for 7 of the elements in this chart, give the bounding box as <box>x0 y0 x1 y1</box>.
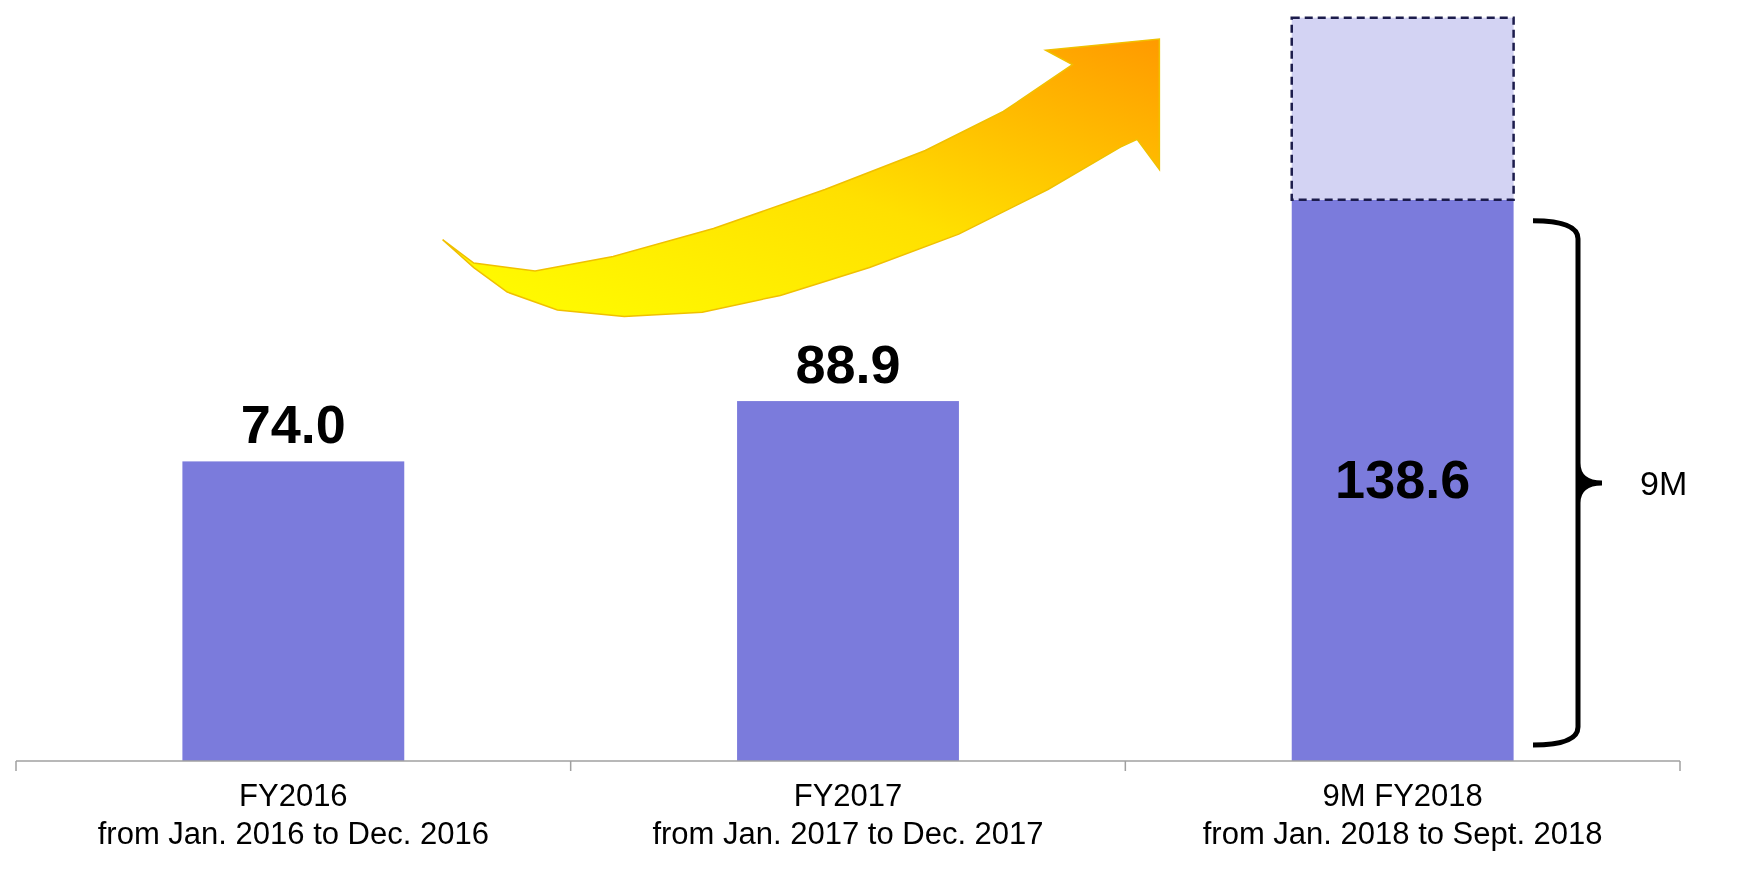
data-label: 138.6 <box>1335 449 1471 510</box>
x-tick-label: FY2016 from Jan. 2016 to Dec. 2016 <box>97 778 489 851</box>
x-tick-label: 9M FY2018 from Jan. 2018 to Sept. 2018 <box>1202 778 1603 851</box>
data-label: 74.0 <box>240 394 346 455</box>
data-label: 88.9 <box>795 334 901 395</box>
annotation: 9M <box>1640 463 1688 502</box>
x-tick-label: FY2017 from Jan. 2017 to Dec. 2017 <box>652 778 1044 851</box>
